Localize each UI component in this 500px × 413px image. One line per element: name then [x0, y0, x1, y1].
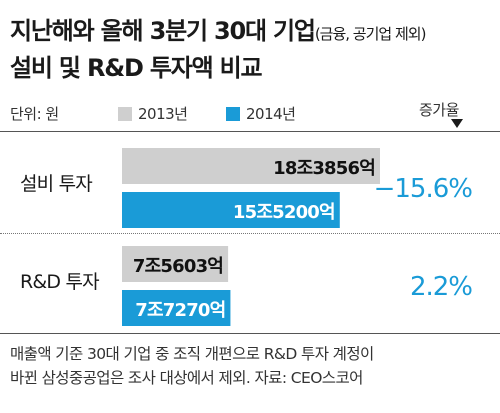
- legend-swatch-2014: [226, 107, 240, 121]
- category-label: R&D 투자: [20, 271, 99, 293]
- data-label: 7조5603억: [133, 256, 223, 277]
- data-label: 18조3856억: [273, 158, 375, 179]
- footnote-line1: 매출액 기준 30대 기업 중 조직 개편으로 R&D 투자 계정이: [10, 345, 374, 363]
- data-label: 15조5200억: [233, 202, 335, 223]
- bar-2014: [122, 290, 231, 326]
- title-main: 지난해와 올해 3분기 30대 기업: [10, 17, 316, 45]
- title-line2: 설비 및 R&D 투자액 비교: [10, 54, 263, 82]
- bar-2013: [122, 246, 229, 282]
- group-divider: [0, 233, 500, 234]
- legend-swatch-2013: [118, 107, 132, 121]
- change-value: −15.6%: [374, 174, 473, 204]
- data-label: 7조7270억: [135, 300, 225, 321]
- header-divider: [0, 131, 500, 132]
- unit-label: 단위: 원: [10, 105, 59, 123]
- bar-2013: [122, 148, 380, 184]
- change-header-triangle: [451, 119, 463, 128]
- category-label: 설비 투자: [20, 173, 92, 195]
- legend-label-2013: 2013년: [138, 105, 188, 123]
- change-header: 증가율: [419, 101, 459, 119]
- footnote: 매출액 기준 30대 기업 중 조직 개편으로 R&D 투자 계정이 바뀐 삼성…: [10, 342, 495, 390]
- bar-2014: [122, 192, 340, 228]
- legend-label-2014: 2014년: [246, 105, 296, 123]
- title-subnote: (금융, 공기업 제외): [314, 25, 427, 43]
- chart-title: 지난해와 올해 3분기 30대 기업(금융, 공기업 제외) 설비 및 R&D …: [10, 14, 495, 85]
- change-value: 2.2%: [410, 272, 472, 302]
- footnote-line2: 바뀐 삼성중공업은 조사 대상에서 제외. 자료: CEO스코어: [10, 369, 363, 387]
- legend-row: 단위: 원 2013년 2014년 증가율: [10, 99, 490, 128]
- bottom-divider: [0, 333, 500, 334]
